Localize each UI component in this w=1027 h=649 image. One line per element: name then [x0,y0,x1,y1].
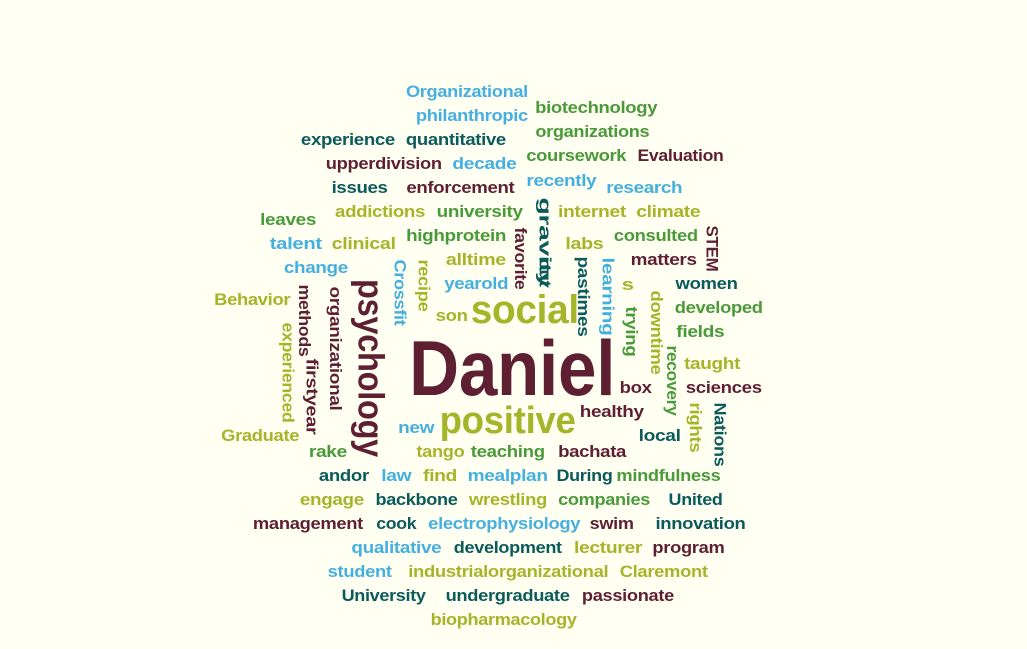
word-psychology: psychology [350,279,392,457]
word-biotechnology: biotechnology [534,97,658,117]
word-clinical: clinical [332,233,396,253]
word-developed: developed [675,297,763,317]
word-yearold: yearold [444,273,508,293]
word-cook: cook [375,513,416,533]
word-recently: recently [526,170,596,190]
word-qualitative: qualitative [351,537,441,557]
word-sciences: sciences [685,377,763,397]
word-new: new [397,417,434,437]
word-recovery: recovery [662,344,682,416]
word-upperdivision: upperdivision [326,153,442,173]
word-matters: matters [631,249,697,269]
word-alltime: alltime [445,249,506,269]
word-claremont: Claremont [620,561,708,581]
word-women: women [675,273,739,293]
word-leaves: leaves [260,209,316,229]
word-out: out [535,257,555,287]
word-son: son [435,305,468,325]
word-passionate: passionate [582,585,674,605]
word-lecturer: lecturer [573,537,643,557]
word-management: management [252,513,364,533]
word-swim: swim [589,513,634,533]
word-internet: internet [557,201,626,221]
word-electrophysiology: electrophysiology [427,513,581,533]
word-research: research [606,177,682,197]
word-consulted: consulted [613,225,699,245]
word-issues: issues [331,177,388,197]
word-bachata: bachata [558,441,626,461]
word-taught: taught [683,353,740,373]
word-positive: positive [440,400,576,442]
word-local: local [638,425,682,445]
word-enforcement: enforcement [405,177,514,197]
word-highprotein: highprotein [405,225,507,245]
word-talent: talent [269,233,322,253]
word-experience: experience [301,129,395,149]
word-teaching: teaching [470,441,545,461]
word-rake: rake [308,441,348,461]
word-firstyear: firstyear [302,358,322,434]
word-student: student [328,561,392,581]
word-development: development [454,537,562,557]
word-stem: STEM [702,225,722,271]
word-industrialorganizational: industrialorganizational [407,561,609,581]
word-during: During [556,465,612,485]
word-tango: tango [415,441,465,461]
word-organizational: organizational [326,285,346,411]
word-trying: trying [622,306,642,356]
word-innovation: innovation [654,513,745,533]
word-philanthropic: philanthropic [416,105,528,125]
word-quantitative: quantitative [406,129,506,149]
word-university: University [341,585,427,605]
word-backbone: backbone [375,489,457,509]
word-biopharmacology: biopharmacology [431,609,577,629]
word-program: program [651,537,724,557]
word-daniel: Daniel [408,324,616,412]
word-healthy: healthy [579,401,645,421]
word-s: s [621,274,635,294]
word-undergraduate: undergraduate [446,585,570,605]
word-mealplan: mealplan [467,465,548,485]
word-box: box [619,377,652,397]
word-companies: companies [558,489,650,509]
word-rights: rights [686,402,706,452]
word-mindfulness: mindfulness [615,465,720,485]
word-university: university [437,201,523,221]
word-engage: engage [299,489,365,509]
word-united: United [668,489,724,509]
word-climate: climate [635,201,701,221]
word-fields: fields [675,321,725,341]
word-recipe: recipe [414,258,434,312]
word-methods: methods [294,284,314,356]
word-andor: andor [318,465,369,485]
word-organizational: Organizational [406,81,528,101]
word-nations: Nations [710,402,730,466]
word-wrestling: wrestling [469,489,547,509]
word-graduate: Graduate [220,425,299,445]
word-crossfit: Crossfit [390,259,410,325]
word-pastimes: pastimes [574,255,594,337]
word-law: law [380,465,411,485]
word-addictions: addictions [335,201,425,221]
word-coursework: coursework [525,145,627,165]
word-decade: decade [451,153,516,173]
word-social: social [470,288,580,332]
word-find: find [422,465,457,485]
word-evaluation: Evaluation [636,145,724,165]
word-change: change [283,257,349,277]
word-labs: labs [564,233,603,253]
word-organizations: organizations [535,121,649,141]
word-behavior: Behavior [213,289,290,309]
word-favorite: favorite [511,226,531,290]
word-learning: learning [598,256,618,336]
word-experienced: experienced [278,321,298,423]
